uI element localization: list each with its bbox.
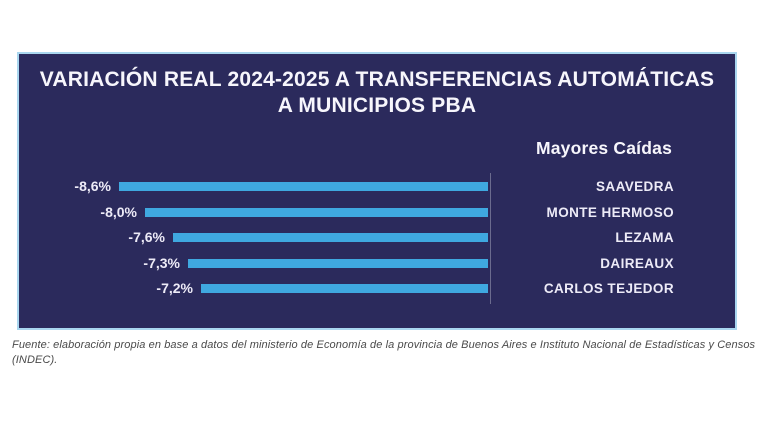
baseline-axis	[490, 173, 491, 304]
category-label: CARLOS TEJEDOR	[543, 281, 674, 296]
bar-value-label: -7,3%	[143, 254, 180, 271]
category-label: MONTE HERMOSO	[546, 204, 674, 220]
bar-row: -8,6% SAAVEDRA	[39, 174, 674, 200]
chart-title: VARIACIÓN REAL 2024-2025 A TRANSFERENCIA…	[19, 67, 735, 118]
chart-title-line2: A MUNICIPIOS PBA	[277, 93, 477, 117]
chart-panel: VARIACIÓN REAL 2024-2025 A TRANSFERENCIA…	[17, 52, 737, 330]
bar-row: -7,3% DAIREAUX	[39, 251, 674, 277]
bar-chart: -8,6% SAAVEDRA -8,0% MONTE HERMOSO -7,6% LEZA…	[39, 174, 674, 302]
bar	[188, 258, 488, 268]
bar-value-label: -8,0%	[100, 203, 137, 220]
legend-mayores-caidas: Mayores Caídas	[535, 138, 672, 158]
category-label: SAAVEDRA	[596, 179, 674, 194]
bar-row: -7,2% CARLOS TEJEDOR	[39, 276, 674, 302]
category-label: DAIREAUX	[600, 255, 674, 271]
bar	[119, 182, 488, 191]
bar-value-label: -8,6%	[74, 178, 111, 194]
bar	[173, 233, 488, 242]
bar	[145, 207, 488, 217]
bar-value-label: -7,6%	[128, 229, 165, 245]
bar	[201, 284, 488, 293]
category-label: LEZAMA	[615, 230, 674, 245]
bar-row: -7,6% LEZAMA	[39, 225, 674, 251]
bar-value-label: -7,2%	[156, 280, 193, 296]
source-note: Fuente: elaboración propia en base a dat…	[12, 339, 756, 366]
chart-title-line1: VARIACIÓN REAL 2024-2025 A TRANSFERENCIA…	[39, 68, 715, 91]
bar-row: -8,0% MONTE HERMOSO	[39, 200, 674, 226]
